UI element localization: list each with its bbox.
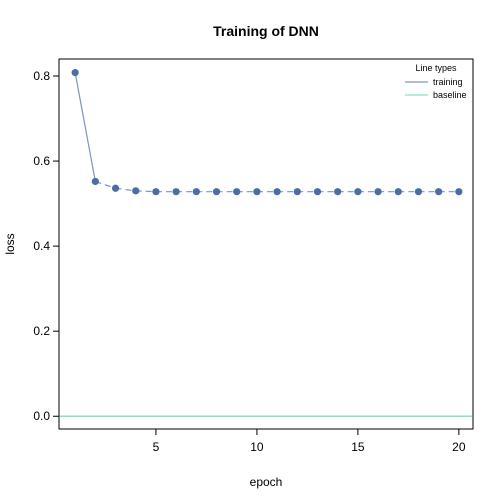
x-tick-label: 15 (351, 440, 365, 454)
chart-title: Training of DNN (213, 23, 319, 39)
y-tick-label: 0.2 (33, 324, 50, 338)
training-point (253, 188, 261, 196)
training-point (354, 188, 362, 196)
training-point (394, 188, 402, 196)
legend: Line types training baseline (405, 63, 467, 100)
legend-label-training: training (433, 77, 463, 87)
x-axis-label: epoch (250, 475, 283, 489)
training-point (152, 188, 160, 196)
y-tick-label: 0.6 (33, 154, 50, 168)
training-line-segment (74, 72, 96, 182)
training-point (71, 69, 79, 77)
y-tick-label: 0.8 (33, 69, 50, 83)
training-point (293, 188, 301, 196)
series-layer (71, 69, 463, 196)
training-point (132, 187, 140, 195)
x-axis: 5 10 15 20 (153, 429, 466, 454)
training-point (212, 188, 221, 196)
training-point (273, 188, 281, 196)
training-point (334, 188, 342, 196)
y-axis: 0.0 0.2 0.4 0.6 0.8 (33, 69, 59, 423)
legend-label-baseline: baseline (433, 90, 467, 100)
legend-title: Line types (415, 63, 457, 73)
training-point (313, 188, 322, 196)
training-point (374, 188, 382, 196)
plot-frame (58, 58, 474, 430)
training-point (91, 177, 99, 186)
training-point (455, 188, 463, 196)
training-point (111, 184, 120, 192)
y-tick-label: 0.4 (33, 239, 50, 253)
x-tick-label: 20 (452, 440, 466, 454)
training-point (172, 188, 180, 196)
training-point (233, 188, 241, 196)
x-tick-label: 5 (153, 440, 160, 454)
y-axis-label: loss (3, 233, 17, 254)
y-tick-label: 0.0 (33, 409, 50, 423)
training-point (414, 188, 423, 196)
training-point (435, 188, 443, 196)
training-point (192, 188, 200, 196)
x-tick-label: 10 (250, 440, 264, 454)
